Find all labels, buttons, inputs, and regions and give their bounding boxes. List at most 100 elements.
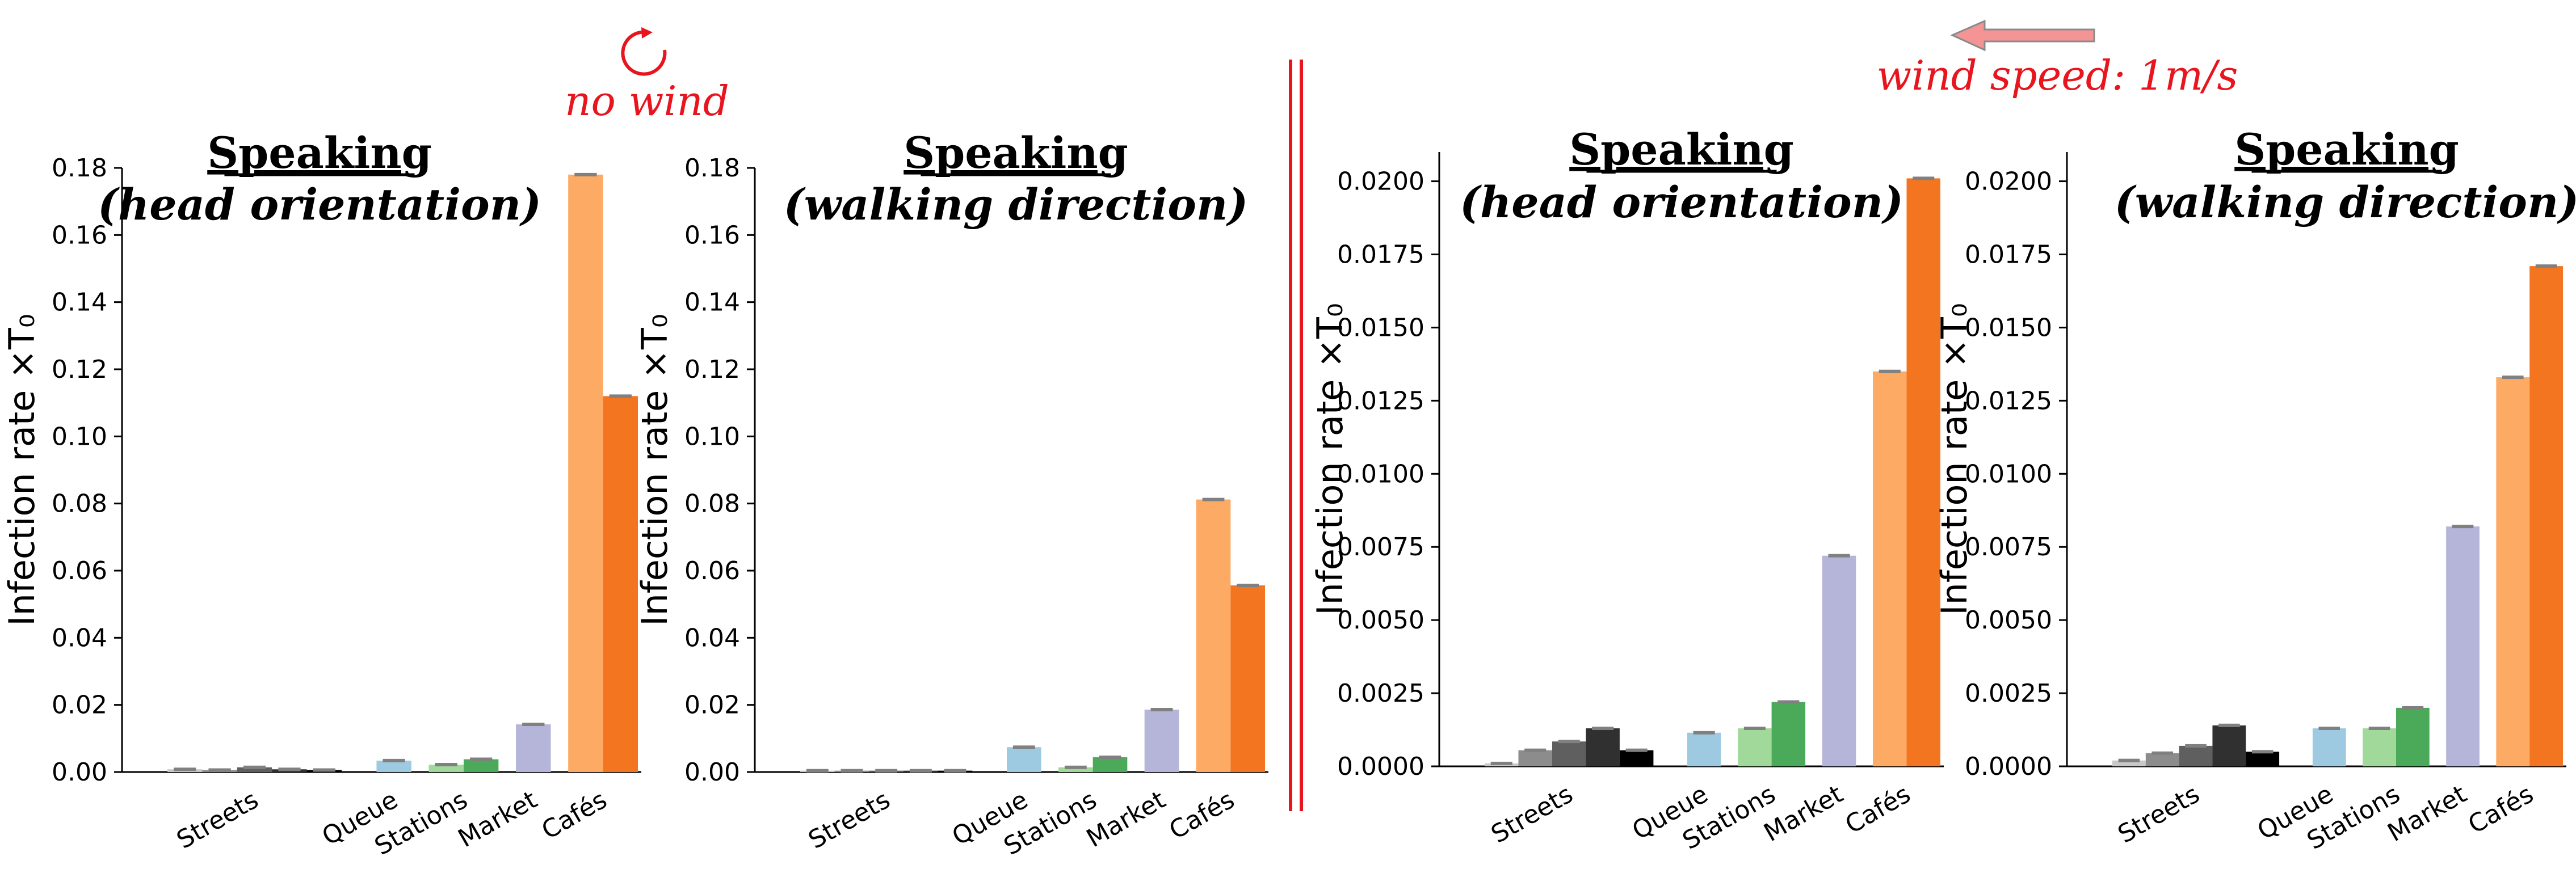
y-tick-label: 0.10 [52, 422, 107, 451]
y-tick-label: 0.0100 [1337, 459, 1424, 488]
bar-cafs-9 [568, 174, 603, 772]
y-tick-label: 0.08 [684, 490, 740, 518]
chart-subtitle: (head orientation) [98, 179, 541, 230]
y-tick-label: 0.0175 [1337, 241, 1424, 269]
y-tick-label: 0.04 [52, 623, 107, 652]
chart-subtitle: (walking direction) [784, 179, 1248, 230]
chart-panel-no-wind-head-orientation: 0.00 0.02 0.04 0.06 0.08 0.10 0.12 0.14 0.16 0.18… [1, 128, 641, 861]
x-tick-label: Cafés [537, 785, 612, 845]
y-tick-label: 0.14 [684, 288, 740, 317]
chart-subtitle: (walking direction) [2115, 177, 2576, 227]
chart-title: Speaking [2234, 124, 2459, 175]
chart-title: Speaking [207, 128, 432, 178]
bar-queue-5 [1687, 732, 1721, 766]
bar-queue-5 [2312, 728, 2346, 766]
chart-panel-no-wind-walking-direction: 0.00 0.02 0.04 0.06 0.08 0.10 0.12 0.14 0.16 0.18… [634, 128, 1268, 861]
y-tick-label: 0.0125 [1965, 386, 2052, 415]
bar-stations-7 [463, 759, 499, 772]
bar-cafs-10 [1906, 178, 1940, 766]
bar-cafs-10 [1230, 585, 1265, 772]
bar-queue-5 [376, 760, 411, 772]
bar-streets-4 [2246, 752, 2280, 766]
y-tick-label: 0.0075 [1337, 533, 1424, 562]
x-tick-label: Market [1759, 779, 1848, 847]
x-tick-label: Cafés [1165, 785, 1239, 845]
y-tick-label: 0.16 [684, 221, 740, 250]
x-tick-label: Market [1082, 785, 1170, 853]
bar-streets-2 [237, 767, 272, 772]
y-tick-label: 0.16 [52, 221, 107, 250]
section-divider [1289, 60, 1303, 811]
x-tick-label: Streets [172, 785, 263, 854]
y-tick-label: 0.10 [684, 422, 740, 451]
x-tick-label: Market [453, 785, 542, 853]
bar-market-8 [516, 724, 551, 772]
bar-market-8 [2446, 526, 2480, 766]
bar-cafs-10 [603, 396, 638, 772]
wind-arrow-icon [1950, 19, 2095, 52]
wind-speed-label: wind speed: 1m/s [1877, 52, 2238, 99]
bar-queue-5 [1007, 747, 1041, 772]
y-tick-label: 0.12 [52, 355, 107, 384]
y-tick-label: 0.0075 [1965, 533, 2052, 562]
bar-cafs-9 [1873, 371, 1907, 766]
bar-stations-6 [1058, 767, 1093, 772]
y-tick-label: 0.02 [52, 691, 107, 720]
bar-stations-6 [428, 764, 464, 772]
y-tick-label: 0.0200 [1337, 167, 1424, 196]
bar-streets-3 [1586, 728, 1620, 766]
y-tick-label: 0.0025 [1965, 679, 2052, 708]
y-tick-label: 0.0000 [1965, 752, 2052, 781]
y-tick-label: 0.0100 [1965, 459, 2052, 488]
y-tick-label: 0.02 [684, 691, 740, 720]
y-tick-label: 0.12 [684, 355, 740, 384]
wind-speed-annotation: wind speed: 1m/s [1877, 19, 2238, 99]
y-tick-label: 0.00 [52, 758, 107, 787]
y-tick-label: 0.18 [52, 154, 107, 183]
x-tick-label: Streets [1486, 779, 1578, 849]
y-axis-label: Infection rate ×T₀ [1934, 303, 1975, 615]
no-wind-label: no wind [565, 77, 729, 125]
x-tick-label: Cafés [2464, 779, 2539, 840]
y-tick-label: 0.0050 [1337, 606, 1424, 635]
bar-stations-7 [1771, 702, 1806, 766]
bar-streets-3 [2212, 725, 2246, 766]
bar-stations-6 [2363, 728, 2396, 766]
bar-cafs-10 [2529, 266, 2563, 767]
bar-cafs-9 [1196, 499, 1231, 772]
bar-streets-4 [1619, 750, 1654, 766]
bar-market-8 [1822, 555, 1856, 766]
bar-stations-6 [1738, 728, 1772, 766]
y-tick-label: 0.0200 [1965, 167, 2052, 196]
bar-streets-2 [2179, 745, 2213, 766]
y-tick-label: 0.0050 [1965, 606, 2052, 635]
bar-streets-0 [2112, 760, 2146, 766]
y-tick-label: 0.0125 [1337, 386, 1424, 415]
y-tick-label: 0.0150 [1965, 313, 2052, 342]
y-tick-label: 0.0025 [1337, 679, 1424, 708]
no-wind-annotation: no wind [565, 27, 729, 125]
y-axis-label: Infection rate ×T₀ [1309, 303, 1351, 615]
x-tick-label: Streets [2113, 779, 2204, 849]
y-tick-label: 0.08 [52, 490, 107, 518]
bar-streets-1 [2145, 753, 2179, 766]
bar-stations-7 [1092, 757, 1128, 772]
y-tick-label: 0.00 [684, 758, 740, 787]
y-tick-label: 0.0175 [1965, 241, 2052, 269]
y-tick-label: 0.0150 [1337, 313, 1424, 342]
chart-panel-wind-walking-direction: 0.0000 0.0025 0.0050 0.0075 0.0100 0.0125 0.01… [1934, 124, 2576, 855]
bar-streets-2 [1552, 741, 1586, 766]
x-tick-label: Streets [804, 785, 895, 854]
chart-title: Speaking [904, 128, 1128, 178]
y-tick-label: 0.04 [684, 623, 740, 652]
chart-panel-wind-head-orientation: 0.0000 0.0025 0.0050 0.0075 0.0100 0.0125 0.01… [1309, 124, 1944, 855]
y-tick-label: 0.06 [684, 556, 740, 585]
y-tick-label: 0.0000 [1337, 752, 1424, 781]
y-tick-label: 0.06 [52, 556, 107, 585]
y-tick-label: 0.14 [52, 288, 107, 317]
chart-title: Speaking [1569, 124, 1794, 175]
y-axis-label: Infection rate ×T₀ [634, 314, 675, 626]
rotate-icon [621, 27, 667, 76]
bar-cafs-9 [2496, 377, 2530, 766]
